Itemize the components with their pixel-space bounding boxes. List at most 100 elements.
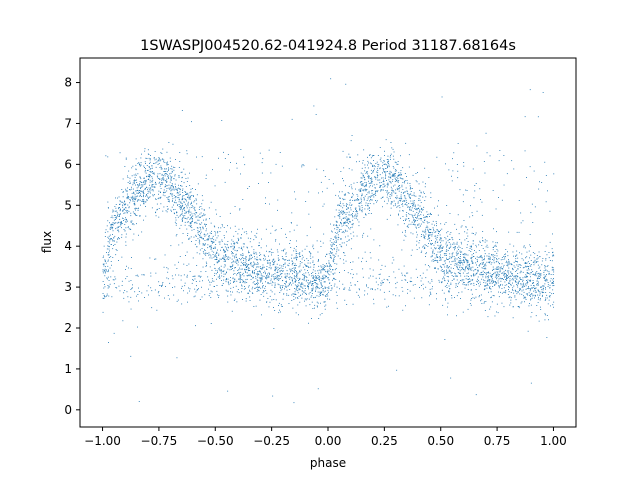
data-point [526, 276, 528, 278]
data-point [257, 284, 258, 286]
data-point [415, 268, 417, 270]
data-point [134, 291, 136, 293]
data-point [386, 186, 388, 188]
data-point [288, 259, 290, 261]
data-point [175, 219, 177, 221]
data-point [141, 274, 143, 276]
data-point [193, 275, 195, 277]
data-point [523, 297, 525, 299]
data-point [325, 271, 326, 273]
data-point [245, 263, 247, 265]
data-point [465, 189, 467, 191]
data-point [529, 288, 531, 289]
data-point [359, 208, 361, 210]
data-point [240, 237, 242, 239]
data-point [402, 290, 404, 292]
data-point [552, 252, 553, 254]
data-point [418, 215, 420, 217]
data-point [226, 271, 227, 273]
data-point [236, 242, 238, 244]
data-point [439, 231, 440, 232]
data-point [419, 240, 421, 241]
data-point [454, 272, 456, 274]
data-point [150, 158, 151, 160]
data-point [148, 294, 149, 296]
data-point [230, 227, 231, 229]
data-point [327, 295, 329, 297]
data-point [375, 281, 377, 283]
data-point [224, 158, 226, 159]
data-point [393, 158, 395, 160]
data-point [536, 280, 538, 282]
data-point [372, 275, 374, 277]
data-point [457, 177, 459, 179]
data-point [157, 198, 159, 200]
data-point [364, 251, 366, 253]
data-point [463, 281, 464, 283]
data-point [457, 264, 459, 266]
data-point [284, 262, 286, 264]
data-point [238, 269, 240, 271]
data-point [166, 174, 168, 176]
data-point [373, 184, 375, 186]
data-point [503, 273, 505, 275]
data-point [491, 279, 493, 281]
data-point [417, 216, 418, 218]
data-point [325, 304, 327, 306]
data-point [484, 257, 485, 259]
data-point [540, 273, 542, 274]
data-point [516, 281, 518, 283]
data-point [381, 283, 383, 285]
data-point [149, 184, 150, 186]
data-point [450, 271, 452, 273]
data-point [454, 275, 456, 277]
data-point [281, 273, 283, 274]
data-point [122, 218, 124, 219]
data-point [218, 253, 220, 255]
data-point [340, 205, 342, 207]
data-point [542, 285, 543, 287]
data-point [545, 275, 547, 277]
data-point [427, 228, 429, 230]
data-point [116, 227, 118, 229]
data-point [135, 197, 137, 199]
data-point [336, 263, 338, 265]
data-point [131, 287, 133, 289]
data-point [278, 275, 280, 276]
data-point [503, 279, 504, 280]
data-point [341, 191, 343, 193]
data-point [332, 183, 334, 185]
data-point [281, 250, 283, 252]
data-point [161, 173, 163, 175]
data-point [233, 247, 235, 249]
data-point [425, 256, 426, 257]
data-point [377, 284, 379, 286]
data-point [310, 266, 312, 268]
data-point [283, 259, 285, 260]
data-point [299, 254, 301, 256]
data-point [243, 275, 245, 277]
data-point [347, 235, 349, 237]
data-point [435, 240, 436, 242]
data-point [256, 258, 258, 260]
data-point [148, 187, 150, 189]
data-point [262, 282, 263, 284]
data-point [211, 257, 213, 259]
data-point [451, 261, 453, 263]
data-point [221, 258, 223, 259]
data-point [388, 164, 390, 166]
data-point [420, 219, 422, 221]
data-point [357, 281, 359, 282]
data-point [276, 272, 278, 273]
data-point [248, 260, 249, 261]
data-point [207, 238, 209, 240]
data-point [532, 295, 534, 297]
data-point [207, 247, 209, 249]
data-point [158, 163, 160, 164]
data-point [522, 279, 524, 281]
data-point [145, 163, 146, 164]
data-point [171, 170, 173, 172]
data-point [334, 228, 336, 230]
data-point [369, 185, 371, 187]
data-point [144, 180, 146, 182]
